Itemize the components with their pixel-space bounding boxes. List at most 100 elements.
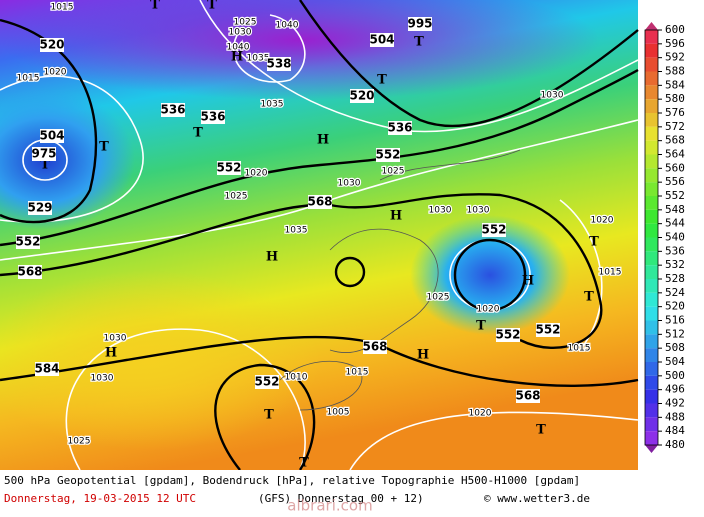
legend-tick-label: 508 [665,341,685,354]
ridge-area [0,270,320,450]
geopotential-label: 504 [39,129,64,143]
legend-tick-label: 596 [665,37,685,50]
legend-swatch [645,320,658,335]
legend-tick-label: 492 [665,397,685,410]
legend-swatch [645,113,658,127]
legend-swatch [645,126,658,141]
isobar-label: 1030 [338,179,361,189]
legend-tick-label: 584 [665,78,685,91]
watermark: albrari.com [287,497,372,514]
legend-swatch [645,57,658,72]
legend-swatch [645,348,658,362]
label-box [267,57,291,71]
legend-swatch [645,30,658,44]
pressure-center-label: H [105,346,117,361]
isobar-label: 1015 [51,3,74,13]
legend-swatch [645,154,658,169]
legend-tick-label: 536 [665,244,685,257]
pressure-center-label: T [377,73,387,88]
isobar-label: 1030 [467,206,490,216]
legend-swatch [645,431,658,445]
legend-swatch [645,403,658,418]
geopotential-label: 552 [481,223,506,237]
pressure-center-label: T [99,140,109,155]
legend-swatch [645,389,658,404]
label-box [388,121,412,135]
pressure-center-label: T [150,0,160,13]
legend-arrow-bottom [645,445,658,453]
geopotential-label: 568 [307,195,332,209]
legend-swatch [645,182,658,196]
geopotential-label: 568 [17,265,42,279]
label-box [18,265,42,279]
label-box [350,89,374,103]
isobar-label: 1010 [285,373,308,383]
legend-tick-label: 528 [665,272,685,285]
legend-swatch [645,265,658,279]
legend-swatch [645,99,658,113]
isobar-label: 1025 [382,167,405,177]
isobar-label: 1015 [568,344,591,354]
legend-swatch [645,334,658,349]
legend-tick-label: 488 [665,410,685,423]
pressure-center-label: H [417,348,429,363]
geopotential-label: 538 [266,57,291,71]
pressure-center-label: H [266,250,278,265]
legend-swatch [645,417,658,432]
isobar-label: 1015 [599,268,622,278]
isobar-label: 1025 [225,192,248,202]
legend-tick-label: 504 [665,355,685,368]
pressure-center-label: T [193,126,203,141]
geopotential-label: 568 [362,340,387,354]
isobar-label: 1035 [285,226,308,236]
trough-area [0,0,600,100]
legend-tick-label: 600 [665,23,685,36]
legend-tick-label: 544 [665,217,685,230]
label-box [16,235,40,249]
legend-swatch [645,251,658,266]
isobar-label: 1030 [541,91,564,101]
legend-swatch [645,140,658,155]
geopotential-label: 552 [15,235,40,249]
label-box [496,328,520,342]
isobar-label: 1020 [245,169,268,179]
legend-swatch [645,279,658,293]
geopotential-label: 568 [515,389,540,403]
geopotential-label: 552 [375,148,400,162]
legend-tick-label: 564 [665,148,685,161]
label-box [516,389,540,403]
geopotential-label: 584 [34,362,59,376]
label-box [40,38,64,52]
pressure-center-label: T [589,235,599,250]
legend-tick-label: 588 [665,65,685,78]
footer-description: 500 hPa Geopotential [gpdam], Bodendruck… [4,474,580,487]
geopotential-label: 520 [349,89,374,103]
label-box [201,110,225,124]
legend-swatch [645,375,658,390]
label-box [308,195,332,209]
isobar-label: 1020 [477,305,500,315]
geopotential-label: 520 [39,38,64,52]
geopotential-label: 529 [27,201,52,215]
label-box [32,147,56,161]
pressure-center-label: T [299,456,309,471]
legend-swatch [645,43,658,58]
pressure-center-label: T [40,158,50,173]
label-box [370,33,394,47]
geopotential-label: 552 [495,328,520,342]
legend-tick-label: 480 [665,438,685,451]
legend-tick-label: 592 [665,51,685,64]
isobar-label: 1030 [91,374,114,384]
isobar-label: 1020 [591,216,614,226]
legend-swatch [645,223,658,238]
geopotential-label: 536 [387,121,412,135]
isobar-label: 1040 [227,43,250,53]
legend-swatch [645,292,658,307]
geopotential-label: 536 [160,103,185,117]
label-box [28,201,52,215]
isobar-label: 1015 [346,368,369,378]
geopotential-label: 552 [216,161,241,175]
